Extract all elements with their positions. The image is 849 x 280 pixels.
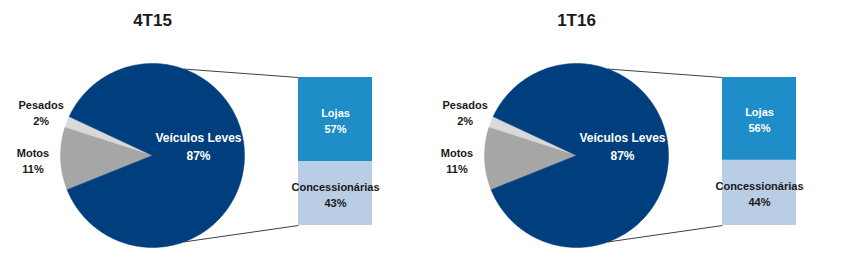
svg-text:Motos11%: Motos11% — [441, 147, 473, 176]
svg-text:Veículos Leves87%: Veículos Leves87% — [155, 131, 241, 163]
svg-text:Lojas57%: Lojas57% — [321, 107, 350, 136]
svg-text:Pesados2%: Pesados2% — [19, 99, 64, 128]
svg-text:Lojas56%: Lojas56% — [745, 106, 774, 135]
svg-text:1T16: 1T16 — [557, 11, 596, 30]
svg-text:Concessionárias43%: Concessionárias43% — [291, 181, 379, 210]
svg-text:4T15: 4T15 — [133, 11, 172, 30]
svg-text:Concessionárias44%: Concessionárias44% — [715, 180, 803, 209]
svg-text:Veículos Leves87%: Veículos Leves87% — [579, 131, 665, 163]
svg-text:Pesados2%: Pesados2% — [443, 99, 488, 128]
svg-text:Motos11%: Motos11% — [17, 147, 49, 176]
